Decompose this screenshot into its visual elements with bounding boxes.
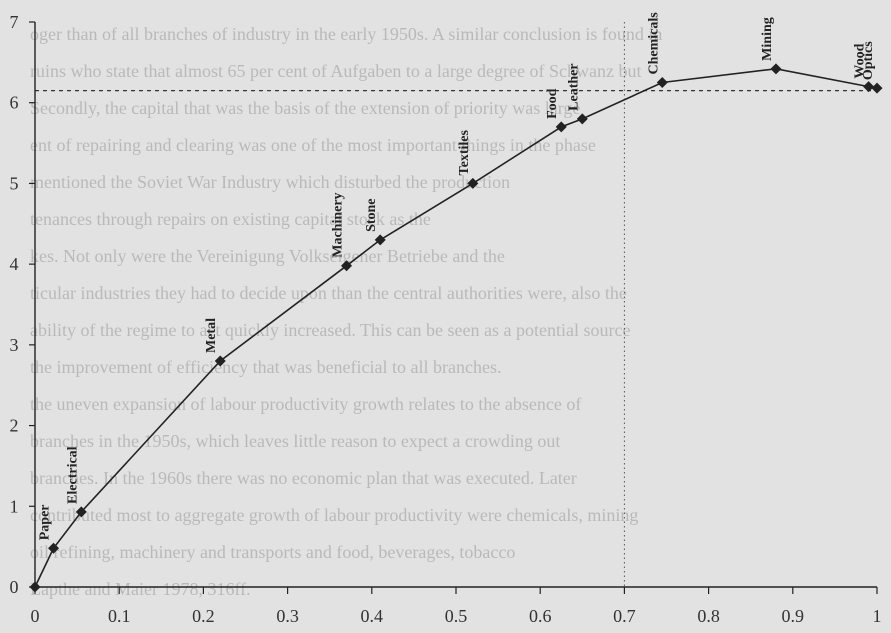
background-text-line: branches in the 1950s, which leaves litt…	[30, 431, 560, 451]
point-label: Chemicals	[646, 12, 661, 75]
data-point	[29, 581, 41, 593]
data-point	[214, 355, 226, 367]
point-label: Textiles	[457, 130, 472, 176]
background-text-line: oger than of all branches of industry in…	[30, 24, 662, 44]
background-text-line: ruins who state that almost 65 per cent …	[30, 61, 641, 81]
data-point	[48, 542, 60, 554]
background-text-line: branches. In the 1960s there was no econ…	[30, 468, 577, 488]
axes: 0 0.1 0.2 0.3 0.4 0.5 0.6 0.7 0.8 0.9 1 0 1 2 3 4 5 6 7	[10, 12, 882, 626]
x-tick-label: 0	[31, 606, 40, 626]
background-text-line: the uneven expansion of labour productiv…	[30, 394, 581, 414]
background-text-line: ability of the regime to act quickly inc…	[30, 320, 630, 340]
data-point	[555, 121, 567, 133]
background-text-layer: oger than of all branches of industry in…	[30, 24, 662, 599]
data-point	[374, 234, 386, 246]
background-text-line: contributed most to aggregate growth of …	[30, 505, 638, 525]
x-tick-label: 0.2	[192, 606, 215, 626]
series-layer	[29, 63, 883, 593]
data-point	[341, 260, 353, 272]
data-point	[871, 82, 883, 94]
x-tick-label: 0.6	[529, 606, 552, 626]
point-label: Optics	[861, 41, 876, 80]
data-point	[770, 63, 782, 75]
x-tick-label: 0.7	[613, 606, 636, 626]
data-point	[656, 77, 668, 89]
background-text-line: ent of repairing and clearing was one of…	[30, 135, 596, 155]
background-text-line: tenances through repairs on existing cap…	[30, 209, 431, 229]
x-tick-label: 0.5	[445, 606, 468, 626]
x-tick-label: 1	[873, 606, 882, 626]
y-tick-label: 2	[10, 416, 19, 436]
background-text-line: ticular industries they had to decide up…	[30, 283, 627, 303]
x-tick-label: 0.4	[361, 606, 384, 626]
y-tick-label: 6	[10, 93, 19, 113]
background-text-line: kes. Not only were the Vereinigung Volks…	[30, 246, 505, 266]
point-label: Machinery	[331, 192, 346, 257]
y-tick-label: 3	[10, 335, 19, 355]
data-point	[467, 177, 479, 189]
y-tick-label: 7	[10, 12, 19, 32]
background-text-line: the improvement of efficiency that was b…	[30, 357, 501, 377]
background-text-line: Lapthe and Maier 1978, 316ff.	[30, 579, 251, 599]
data-point	[576, 113, 588, 125]
data-point	[75, 506, 87, 518]
x-tick-label: 0.9	[782, 606, 805, 626]
background-text-line: mentioned the Soviet War Industry which …	[30, 172, 510, 192]
data-point	[863, 81, 875, 93]
point-label: Paper	[38, 504, 53, 540]
x-tick-label: 0.1	[108, 606, 131, 626]
y-tick-label: 0	[10, 577, 19, 597]
point-label: Leather	[566, 63, 581, 110]
x-tick-label: 0.8	[697, 606, 720, 626]
point-label: Metal	[204, 318, 219, 353]
y-tick-label: 4	[10, 254, 19, 274]
point-label: Food	[545, 88, 560, 119]
point-label: Wood	[853, 43, 868, 78]
y-tick-label: 1	[10, 496, 19, 516]
point-label: Electrical	[65, 446, 80, 504]
background-text-line: Secondly, the capital that was the basis…	[30, 98, 580, 118]
x-tick-label: 0.3	[276, 606, 299, 626]
point-label: Stone	[364, 198, 379, 231]
background-text-line: oil refining, machinery and transports a…	[30, 542, 515, 562]
point-label: Mining	[760, 17, 775, 61]
y-tick-label: 5	[10, 173, 19, 193]
point-labels: Paper Electrical Metal Machinery Stone Textil…	[38, 12, 876, 540]
